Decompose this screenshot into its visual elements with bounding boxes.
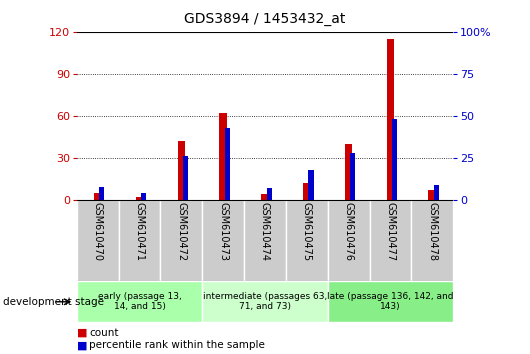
Text: GSM610474: GSM610474 — [260, 202, 270, 262]
Bar — [392, 119, 397, 200]
Bar — [202, 200, 244, 281]
Text: GSM610478: GSM610478 — [427, 202, 437, 262]
Bar — [286, 200, 328, 281]
Bar — [94, 193, 102, 200]
Bar — [244, 200, 286, 281]
Bar — [261, 194, 269, 200]
Text: ■: ■ — [77, 340, 87, 350]
Text: intermediate (passages 63,
71, and 73): intermediate (passages 63, 71, and 73) — [203, 292, 327, 312]
Text: ■: ■ — [77, 328, 87, 338]
Text: development stage: development stage — [3, 297, 104, 307]
Bar — [178, 141, 185, 200]
Bar — [77, 200, 119, 281]
Bar — [308, 170, 314, 200]
Text: GSM610472: GSM610472 — [176, 202, 187, 262]
Bar — [136, 197, 143, 200]
Text: GSM610477: GSM610477 — [385, 202, 395, 262]
Text: GSM610476: GSM610476 — [343, 202, 354, 262]
Text: GSM610471: GSM610471 — [135, 202, 145, 262]
Bar — [202, 281, 328, 322]
Bar — [369, 200, 411, 281]
Bar — [303, 183, 311, 200]
Text: count: count — [89, 328, 119, 338]
Bar — [350, 153, 355, 200]
Bar — [345, 144, 352, 200]
Bar — [387, 39, 394, 200]
Bar — [428, 190, 436, 200]
Text: late (passage 136, 142, and
143): late (passage 136, 142, and 143) — [327, 292, 454, 312]
Text: percentile rank within the sample: percentile rank within the sample — [89, 340, 265, 350]
Bar — [161, 200, 202, 281]
Bar — [119, 200, 161, 281]
Text: early (passage 13,
14, and 15): early (passage 13, 14, and 15) — [98, 292, 181, 312]
Bar — [225, 128, 230, 200]
Text: GDS3894 / 1453432_at: GDS3894 / 1453432_at — [184, 12, 346, 27]
Bar — [434, 185, 439, 200]
Text: GSM610475: GSM610475 — [302, 202, 312, 262]
Bar — [328, 281, 453, 322]
Text: GSM610473: GSM610473 — [218, 202, 228, 262]
Bar — [411, 200, 453, 281]
Bar — [183, 156, 188, 200]
Bar — [141, 193, 146, 200]
Text: GSM610470: GSM610470 — [93, 202, 103, 262]
Bar — [77, 281, 202, 322]
Bar — [267, 188, 272, 200]
Bar — [100, 187, 104, 200]
Bar — [328, 200, 369, 281]
Bar — [219, 113, 227, 200]
